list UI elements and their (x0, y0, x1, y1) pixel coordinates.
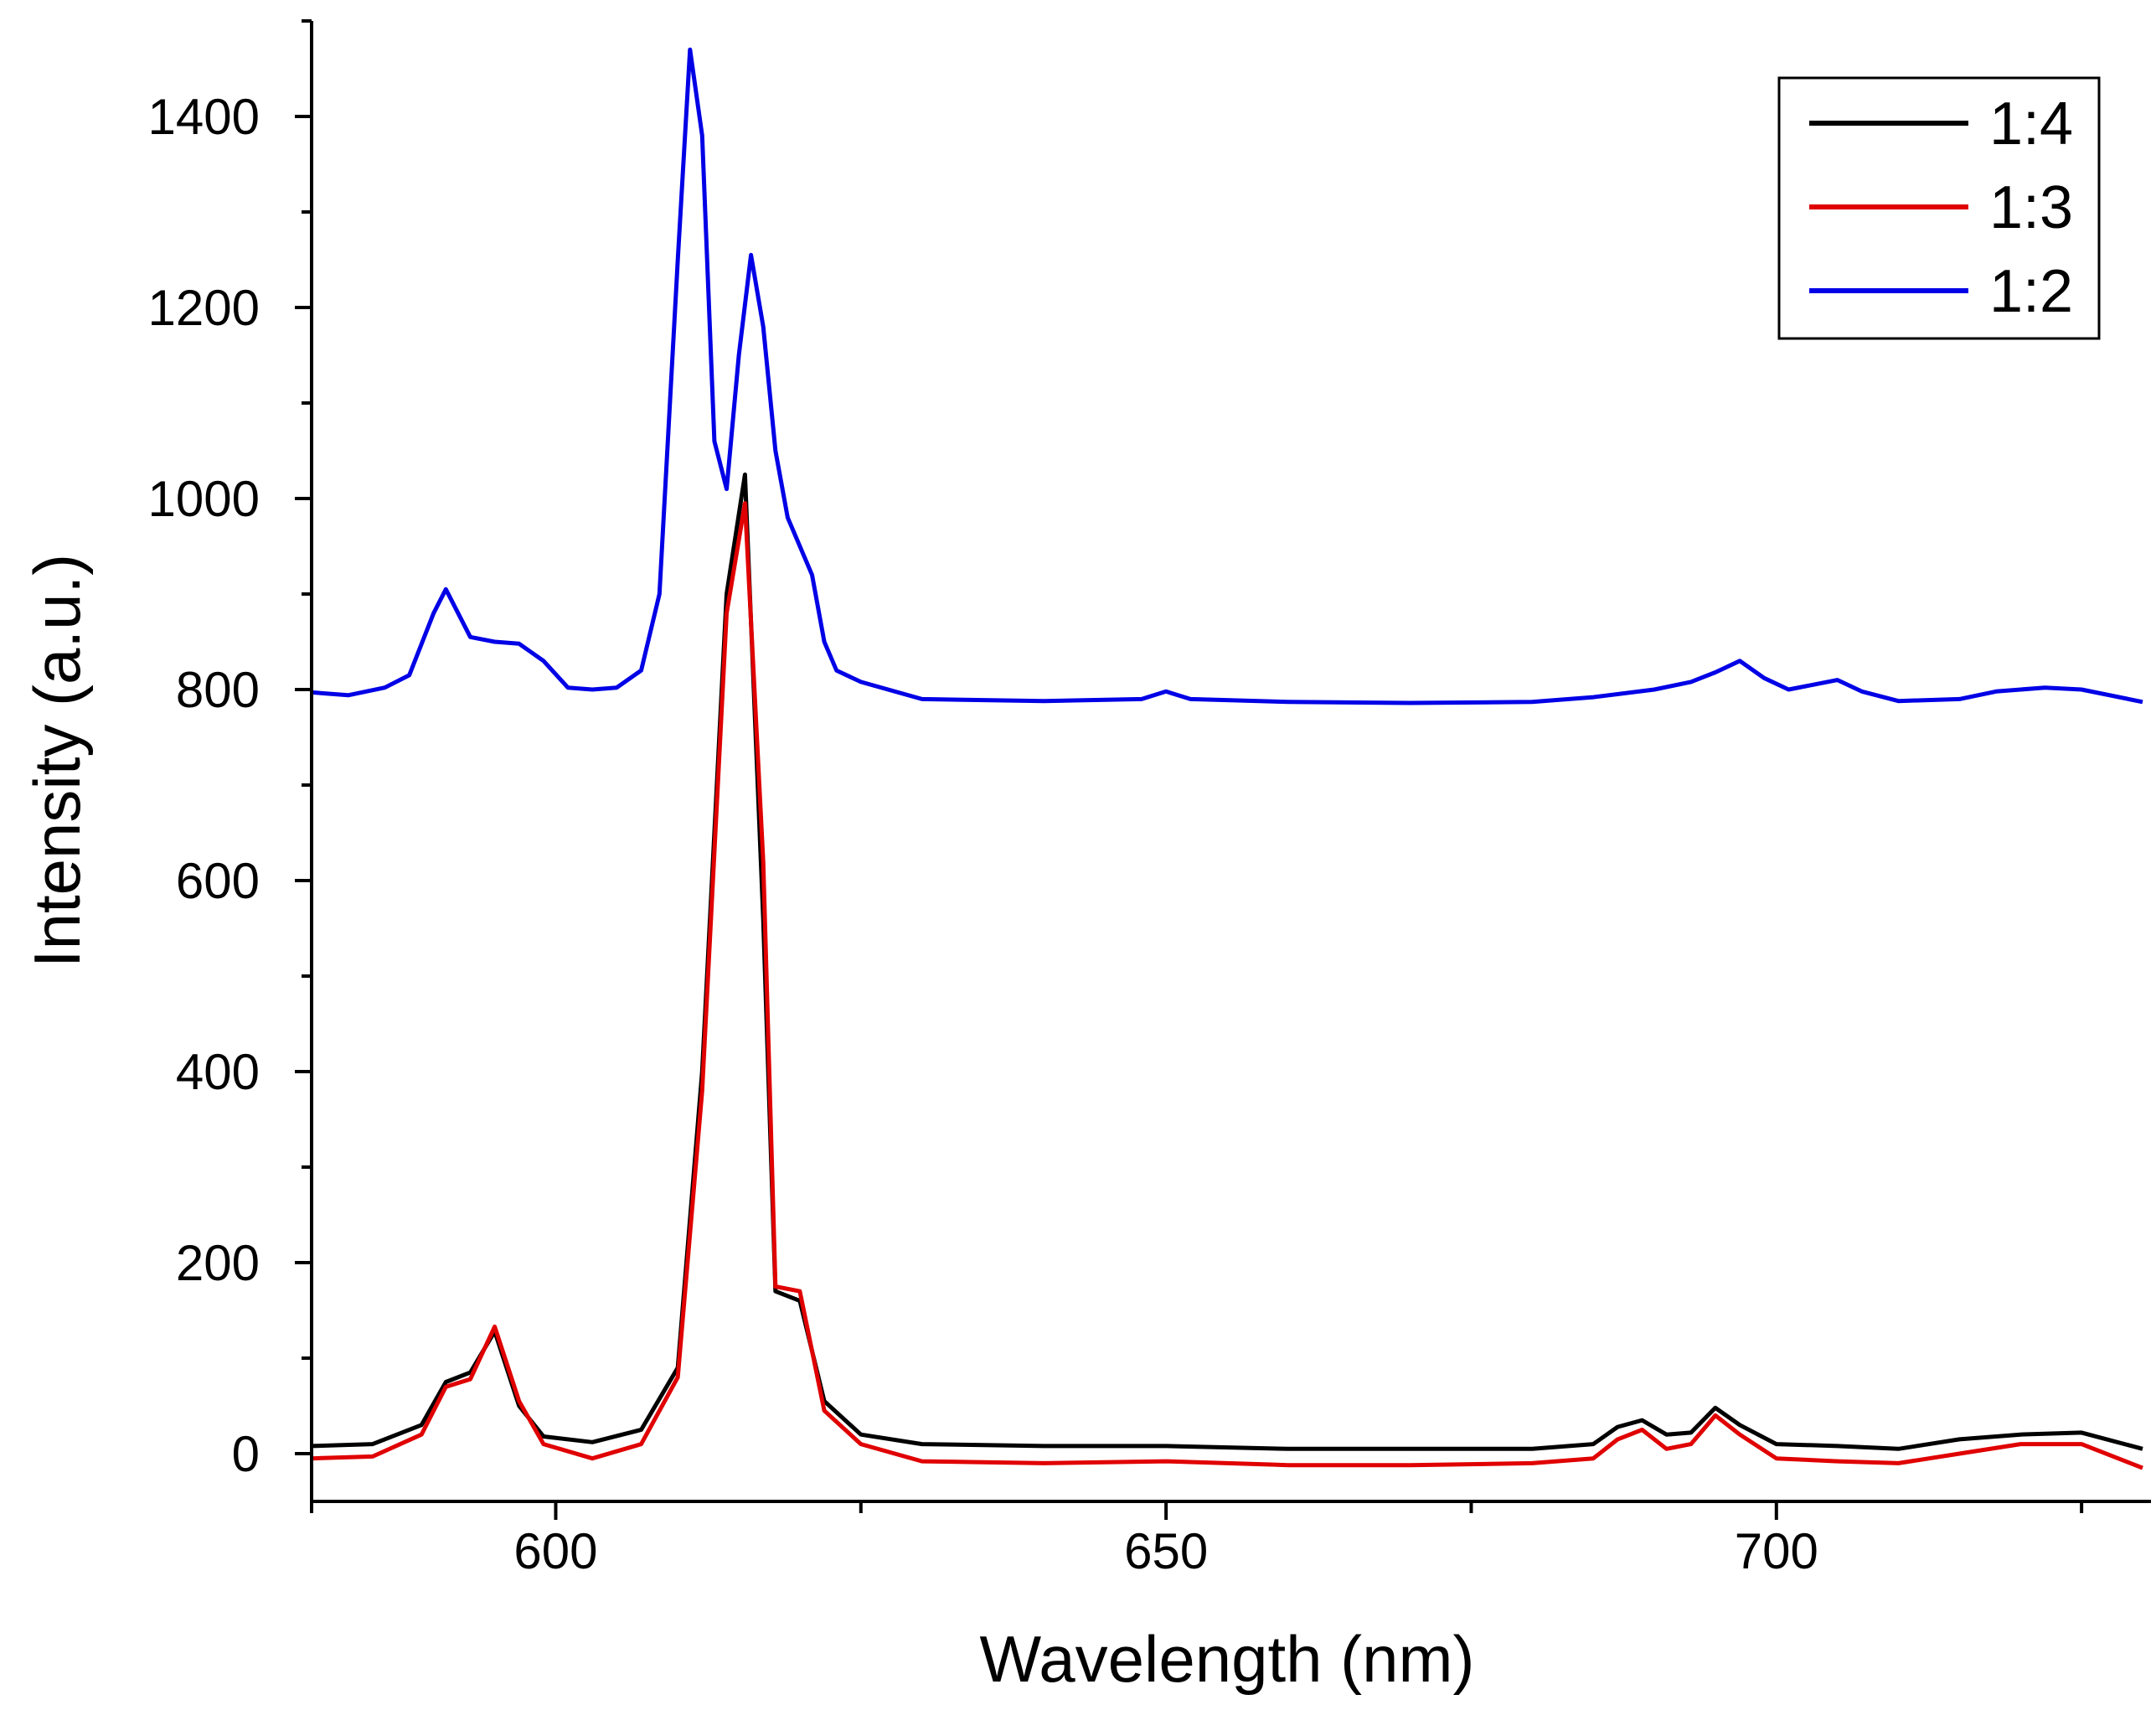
x-tick-label: 600 (513, 1523, 597, 1579)
ticks-layer: 0 200 400 600 800 1000 1200 1400 600 650 700 (148, 19, 2084, 1579)
y-tick-label: 400 (176, 1044, 260, 1100)
legend: 1:4 1:3 1:2 (1777, 76, 2101, 340)
y-tick-label: 1000 (148, 471, 260, 527)
series-line-3 (311, 47, 2143, 705)
x-tick-label: 700 (1735, 1523, 1818, 1579)
legend-label-1: 1:4 (1989, 90, 2073, 158)
x-tick-label: 650 (1124, 1523, 1208, 1579)
legend-label-2: 1:3 (1989, 174, 2073, 241)
y-tick-label: 200 (176, 1235, 260, 1291)
y-axis-title: Intensity (a.u.) (20, 554, 94, 968)
y-tick-label: 0 (232, 1426, 260, 1482)
y-tick-label: 600 (176, 853, 260, 909)
y-tick-label: 1200 (148, 280, 260, 336)
series-line-1 (311, 473, 2143, 1451)
series-line-2 (311, 501, 2143, 1470)
y-tick-label: 1400 (148, 89, 260, 145)
legend-items: 1:4 1:3 1:2 (1809, 90, 2073, 325)
x-axis-title: Wavelength (nm) (980, 1622, 1475, 1696)
legend-label-3: 1:2 (1989, 258, 2073, 325)
axes-layer (310, 21, 2151, 1503)
y-tick-label: 800 (176, 662, 260, 718)
series-layer (311, 47, 2143, 1470)
